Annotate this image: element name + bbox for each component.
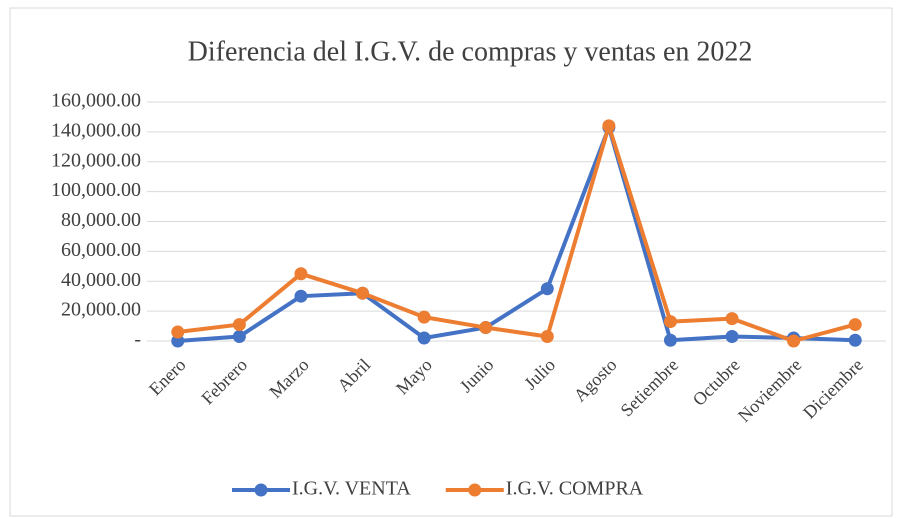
data-point (417, 310, 431, 324)
data-point (540, 330, 554, 344)
data-point (294, 267, 308, 281)
legend-marker (468, 483, 482, 497)
data-point (417, 331, 431, 345)
data-point (232, 330, 246, 344)
data-point (663, 333, 677, 347)
data-point (725, 330, 739, 344)
y-tick-label: 60,000.00 (61, 239, 141, 261)
data-point (602, 119, 616, 133)
y-tick-label: 140,000.00 (51, 119, 141, 141)
series-line (177, 123, 856, 343)
y-tick-label: 100,000.00 (51, 179, 141, 201)
data-point (663, 315, 677, 329)
chart-title: Diferencia del I.G.V. de compras y venta… (188, 36, 753, 67)
data-point (479, 321, 493, 335)
data-point (848, 333, 862, 347)
data-point (171, 334, 185, 348)
y-tick-label: 20,000.00 (61, 299, 141, 321)
legend-marker (254, 483, 268, 497)
y-tick-label: 80,000.00 (61, 209, 141, 231)
legend-item: I.G.V. COMPRA (445, 478, 644, 500)
legend-label: I.G.V. COMPRA (506, 478, 644, 500)
y-tick-label: 120,000.00 (51, 149, 141, 171)
y-tick-label: - (134, 329, 141, 351)
series-line (177, 125, 856, 343)
data-point (232, 318, 246, 332)
data-point (787, 334, 801, 348)
data-point (356, 286, 370, 300)
y-tick-label: 160,000.00 (51, 90, 141, 112)
y-tick-label: 40,000.00 (61, 269, 141, 291)
data-point (848, 318, 862, 332)
data-point (540, 282, 554, 296)
legend-label: I.G.V. VENTA (292, 478, 411, 500)
chart-border (9, 7, 893, 517)
legend-item: I.G.V. VENTA (232, 478, 411, 500)
data-point (171, 325, 185, 339)
data-point (294, 289, 308, 303)
data-point (725, 312, 739, 326)
